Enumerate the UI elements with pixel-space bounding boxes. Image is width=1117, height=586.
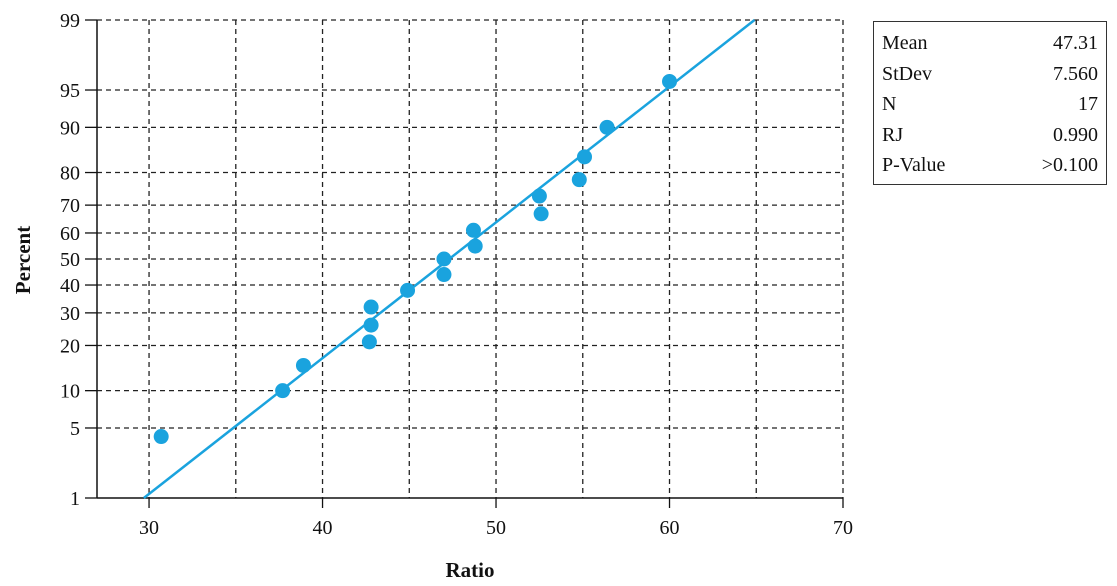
data-point — [400, 282, 416, 298]
stats-value: 7.560 — [1053, 62, 1098, 85]
tick-labels: 1 5 10 20 30 40 50 60 70 80 90 95 99 30 40 50 60 70 — [60, 10, 853, 539]
data-point — [436, 251, 452, 267]
stats-value: 17 — [1078, 93, 1098, 115]
y-tick-label: 70 — [60, 195, 80, 217]
data-point — [599, 119, 615, 135]
data-points — [153, 73, 678, 445]
stats-label: N — [882, 93, 897, 115]
y-tick-label: 30 — [60, 303, 80, 325]
grid — [97, 19, 844, 498]
data-point — [275, 383, 291, 399]
y-tick-label: 99 — [60, 10, 80, 32]
data-point — [436, 267, 452, 283]
stats-value: >0.100 — [1041, 154, 1098, 176]
y-tick-label: 90 — [60, 117, 80, 139]
stats-label: Mean — [882, 32, 928, 54]
stats-label: P-Value — [882, 154, 946, 176]
stats-row: RJ 0.990 — [882, 120, 1098, 151]
x-axis-title: Ratio — [446, 558, 495, 582]
data-point — [361, 334, 377, 350]
stats-row: N 17 — [882, 89, 1098, 120]
data-point — [571, 172, 587, 188]
x-tick-label: 30 — [139, 517, 159, 539]
data-point — [465, 222, 481, 238]
y-tick-label: 40 — [60, 275, 80, 297]
data-point — [533, 206, 549, 222]
y-tick-label: 80 — [60, 163, 80, 185]
y-tick-label: 50 — [60, 249, 80, 271]
stats-row: Mean 47.31 — [882, 28, 1098, 59]
stats-label: RJ — [882, 123, 904, 146]
stats-row: P-Value >0.100 — [882, 150, 1098, 181]
x-tick-label: 70 — [833, 517, 853, 539]
stats-value: 47.31 — [1053, 32, 1098, 54]
data-point — [577, 149, 593, 165]
y-tick-label: 5 — [70, 418, 80, 440]
data-point — [467, 238, 483, 254]
x-tick-label: 50 — [486, 517, 506, 539]
data-point — [363, 299, 379, 315]
data-point — [531, 188, 547, 204]
y-tick-label: 1 — [70, 488, 80, 510]
stats-legend: Mean 47.31 StDev 7.560 N 17 RJ 0.990 P-Value >0.1… — [873, 21, 1107, 185]
data-point — [153, 429, 169, 445]
y-tick-label: 20 — [60, 335, 80, 357]
stats-label: StDev — [882, 62, 932, 85]
stats-row: StDev 7.560 — [882, 59, 1098, 90]
x-tick-label: 40 — [313, 517, 333, 539]
data-point — [295, 357, 311, 373]
data-point — [662, 73, 678, 89]
y-tick-label: 95 — [60, 80, 80, 102]
data-point — [363, 317, 379, 333]
probability-plot: 1 5 10 20 30 40 50 60 70 80 90 95 99 30 40 50 60 70 Ratio… — [11, 10, 853, 582]
y-tick-label: 10 — [60, 381, 80, 403]
y-axis-title: Percent — [11, 226, 35, 294]
stats-value: 0.990 — [1053, 123, 1098, 146]
y-tick-label: 60 — [60, 223, 80, 245]
x-tick-label: 60 — [660, 517, 680, 539]
